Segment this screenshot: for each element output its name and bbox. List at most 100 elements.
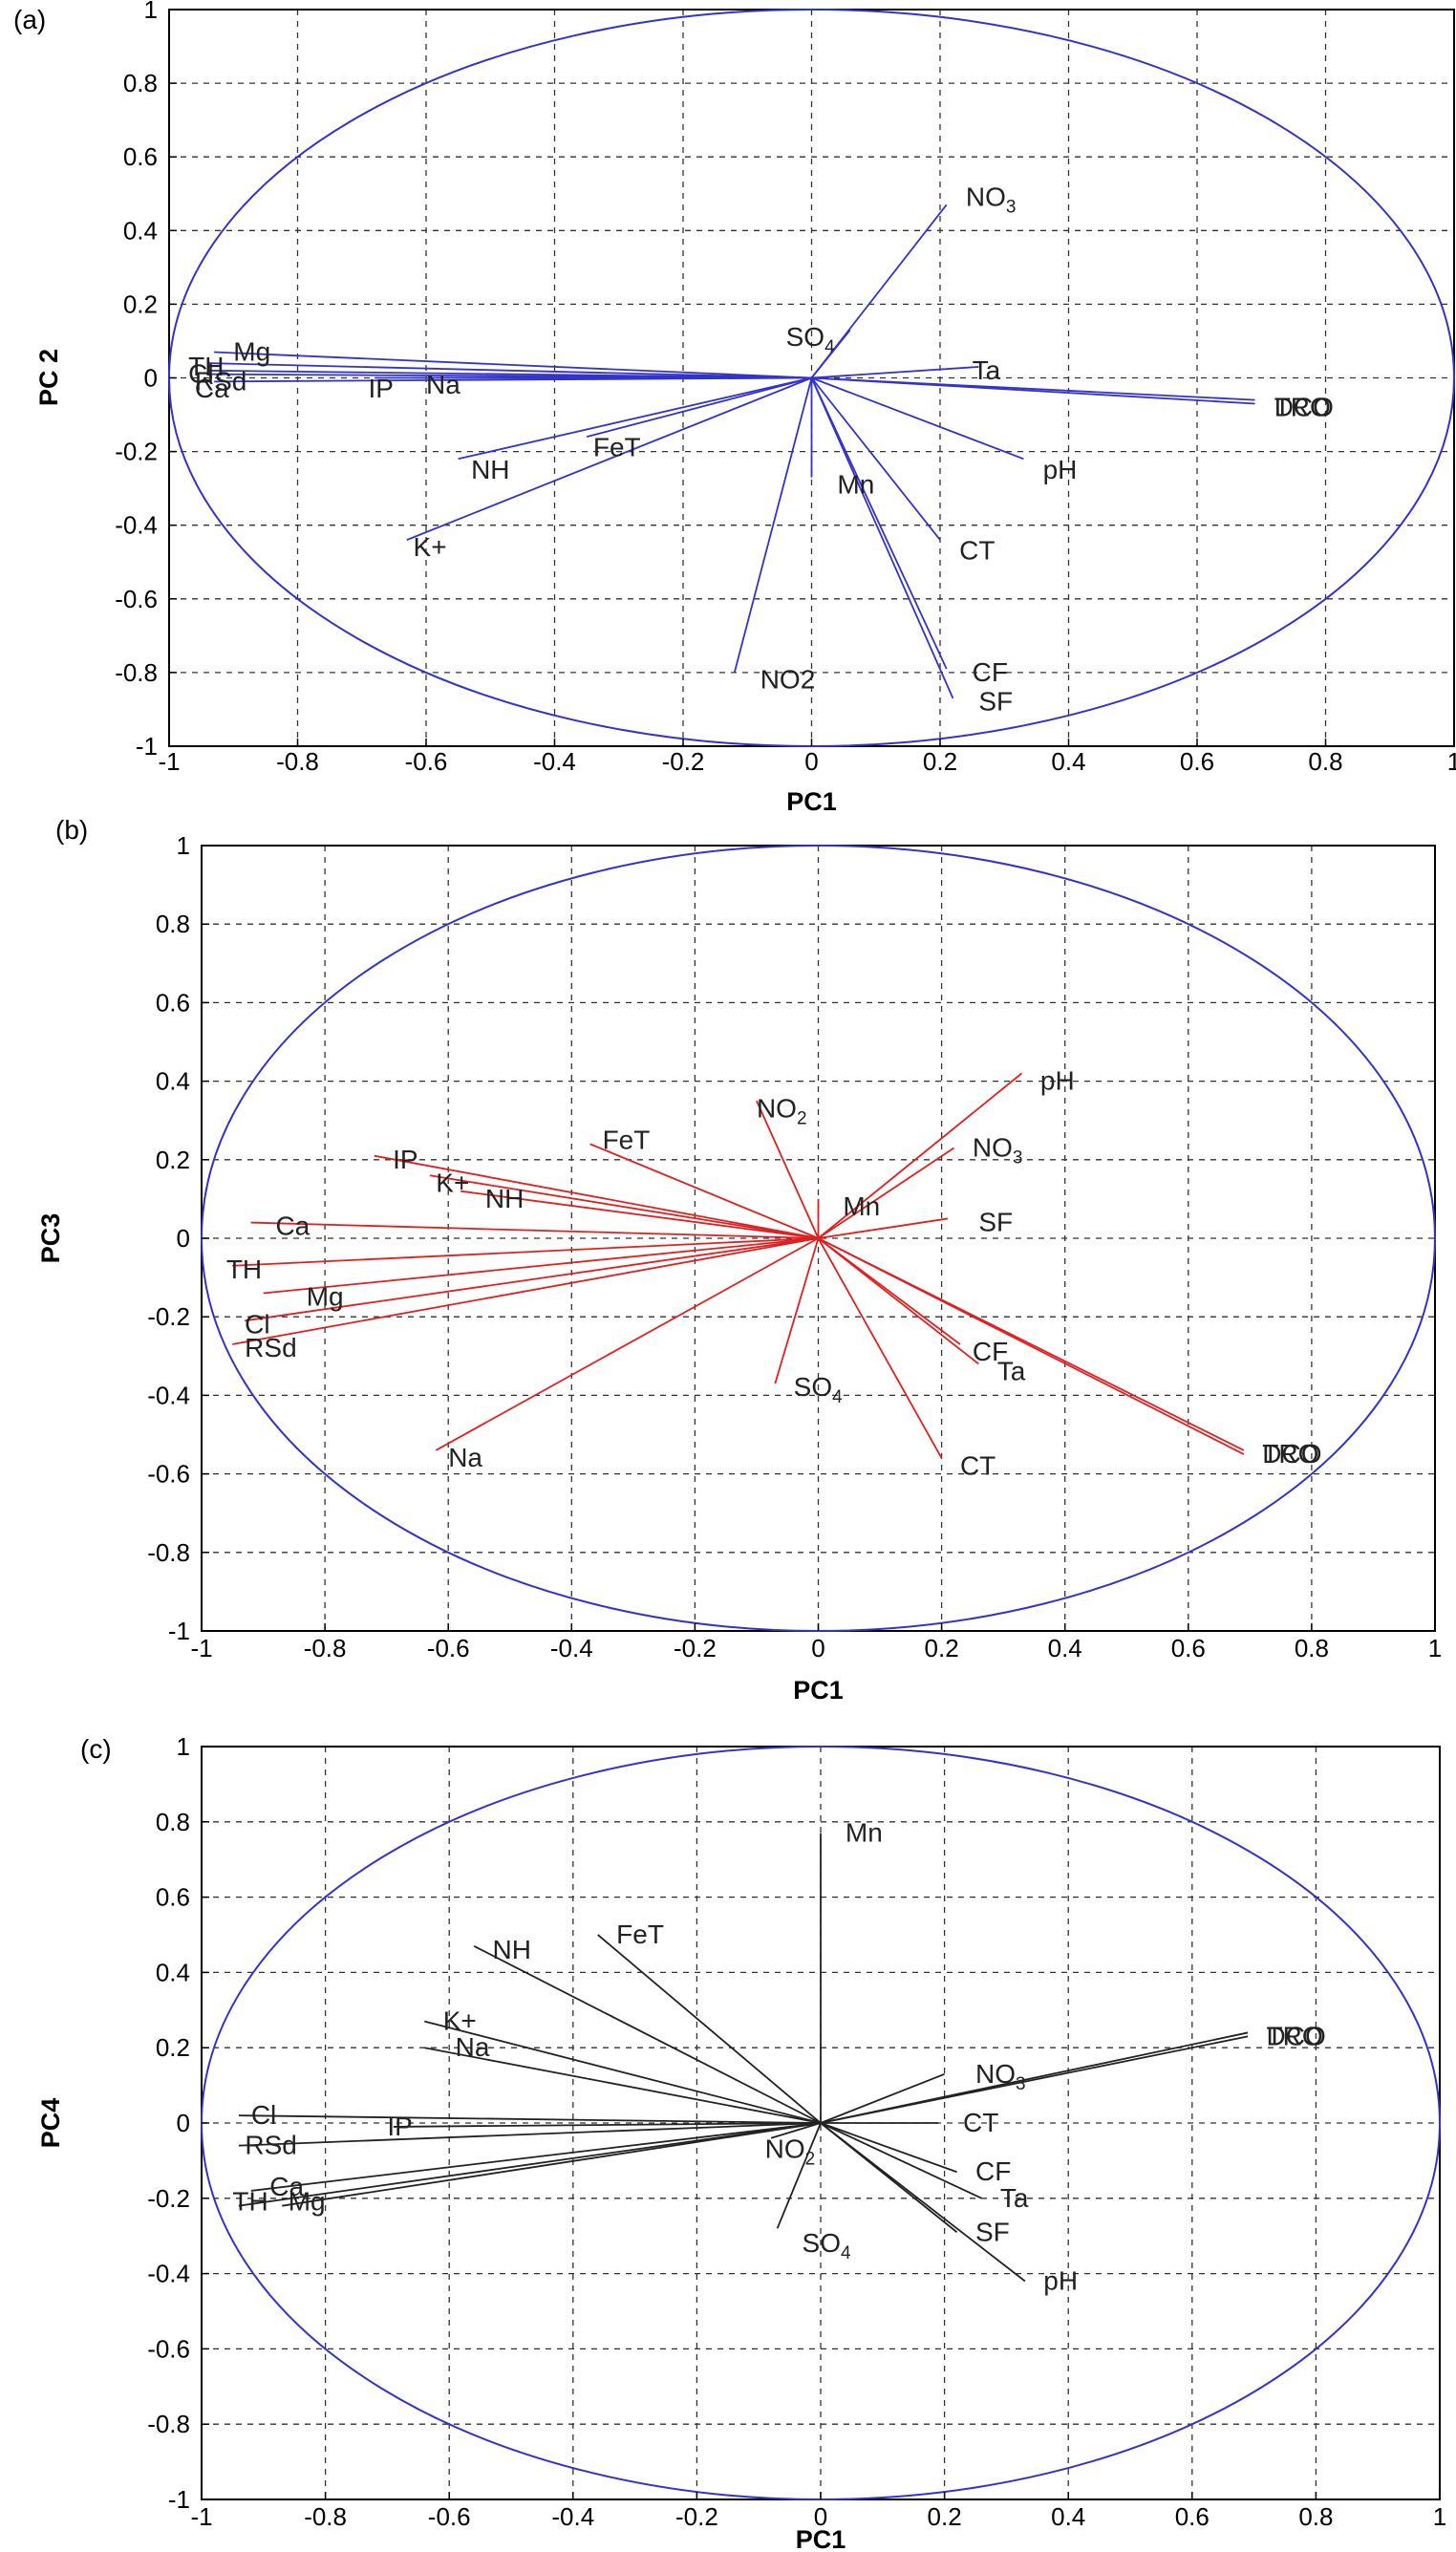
- loading-vector-nh: [473, 1945, 822, 2124]
- variable-label-ph: pH: [1040, 1066, 1075, 1096]
- variable-label-nh: NH: [485, 1184, 524, 1213]
- variable-label-fet: FeT: [593, 433, 641, 462]
- loading-vector-cl: [245, 1237, 819, 1322]
- x-tick-label: -0.4: [551, 2502, 594, 2531]
- loading-vector-nh: [458, 376, 812, 461]
- x-tick-label: 0.8: [1298, 2502, 1333, 2531]
- loading-vector-th: [232, 1237, 819, 1267]
- x-tick-label: 0: [814, 2502, 827, 2531]
- x-tick-label: -1: [158, 747, 180, 776]
- x-tick-label: 1: [1447, 747, 1456, 776]
- y-tick-label: -0.8: [147, 1538, 190, 1567]
- y-axis-title: PC 2: [34, 349, 63, 406]
- x-tick-label: 0.6: [1171, 1634, 1206, 1662]
- variable-label-rsd: RSd: [245, 2131, 296, 2160]
- y-tick-label: 0.4: [156, 1067, 190, 1096]
- y-tick-label: -0.4: [115, 511, 158, 540]
- y-tick-label: 0.8: [156, 910, 190, 938]
- x-tick-label: 0.6: [1180, 747, 1214, 776]
- variable-label-mn: Mn: [843, 1191, 880, 1221]
- x-tick-label: -0.4: [550, 1634, 593, 1662]
- loading-vector-ph: [817, 1072, 1023, 1239]
- loading-vector-ip: [374, 1154, 819, 1239]
- loading-vector-mg: [263, 1237, 819, 1295]
- variable-label-ip: IP: [393, 1145, 418, 1174]
- variable-label-cf: CF: [975, 2156, 1011, 2186]
- variable-label-mg: Mg: [307, 1282, 344, 1312]
- chart-panel-3: -1 -0.8 -0.6 -0.4 -0.2 0 0.2 0.4 0.6 0.8 1 1 0.8 0.6 0…: [36, 1732, 1446, 2552]
- variable-label-tro: TRO: [1262, 1439, 1318, 1469]
- panel-label: (b): [55, 815, 88, 845]
- variable-label-th: TH: [188, 352, 224, 381]
- variable-label-ta: Ta: [1000, 2183, 1029, 2213]
- y-tick-label: -0.4: [147, 2260, 190, 2288]
- variable-label-th: TH: [226, 1255, 262, 1284]
- x-tick-label: 0.8: [1308, 747, 1342, 776]
- loading-vector-cl: [238, 2114, 822, 2124]
- y-tick-label: 0.2: [156, 1146, 190, 1174]
- loading-vector-dco: [818, 1237, 1245, 1455]
- variable-label-ph: pH: [1043, 455, 1078, 484]
- loading-vector-fet: [589, 1143, 819, 1239]
- loading-vector-cf: [820, 2122, 957, 2174]
- x-tick-label: -0.8: [304, 1634, 347, 1662]
- x-tick-label: -0.8: [304, 2502, 347, 2531]
- loading-vector-ta: [811, 366, 979, 379]
- y-tick-label: -1: [168, 2485, 190, 2514]
- variable-label-na: Na: [426, 370, 460, 399]
- variable-label-mn: Mn: [837, 469, 874, 499]
- variable-label-sf: SF: [978, 687, 1013, 717]
- variable-label-nh: NH: [471, 455, 509, 484]
- x-tick-label: -0.4: [533, 747, 576, 776]
- variable-label-cf: CF: [973, 657, 1008, 687]
- y-tick-label: 1: [144, 0, 158, 24]
- y-tick-label: -0.6: [115, 585, 158, 613]
- variable-label-ct: CT: [960, 1450, 996, 1480]
- y-tick-label: -1: [136, 732, 158, 761]
- loading-vector-ip: [393, 2122, 822, 2128]
- variable-label-dco: DCO: [1267, 2021, 1326, 2050]
- loading-vector-dco: [820, 2035, 1249, 2124]
- loading-vector-ca: [250, 2122, 822, 2192]
- x-tick-label: 0: [804, 747, 818, 776]
- loading-vector-ph: [820, 2122, 1026, 2283]
- x-tick-label: 0.2: [923, 747, 957, 776]
- loading-vector-mg: [214, 351, 812, 379]
- variable-label-k: K+: [436, 1168, 469, 1197]
- y-tick-label: -0.8: [115, 658, 158, 687]
- loading-vector-sf: [818, 1217, 949, 1239]
- loading-vector-so4: [774, 1237, 820, 1384]
- variable-label-ca: Ca: [269, 2172, 304, 2201]
- panel-label: (c): [80, 1734, 112, 1764]
- loading-vector-ca: [250, 1221, 819, 1239]
- variable-label-cl: Cl: [188, 359, 213, 389]
- loading-vector-no2: [733, 377, 813, 674]
- loading-vector-th: [207, 362, 812, 379]
- loading-vector-cf: [810, 377, 948, 670]
- loading-vector-ta: [820, 2122, 982, 2199]
- y-tick-label: -0.2: [115, 438, 158, 466]
- y-tick-label: 0: [177, 1224, 190, 1253]
- variable-label-na: Na: [448, 1443, 482, 1472]
- variable-label-na: Na: [456, 2032, 490, 2062]
- variable-label-ip: IP: [387, 2112, 412, 2141]
- loading-vector-fet: [597, 1934, 822, 2124]
- variable-label-nh: NH: [493, 1935, 531, 1964]
- variable-label-ta: Ta: [973, 355, 1001, 385]
- y-tick-label: -0.2: [147, 2184, 190, 2213]
- loading-vector-k: [429, 1174, 819, 1239]
- variable-label-ta: Ta: [997, 1357, 1026, 1386]
- variable-label-fet: FeT: [603, 1125, 651, 1154]
- variable-label-th: TH: [232, 2187, 268, 2217]
- x-tick-label: -0.6: [428, 2502, 471, 2531]
- variable-label-mg: Mg: [233, 337, 270, 367]
- y-tick-label: 0.8: [156, 1808, 190, 1836]
- x-axis-title: PC1: [793, 1676, 844, 1705]
- variable-label-k: K+: [414, 532, 447, 562]
- y-tick-label: 1: [177, 1732, 190, 1761]
- y-tick-label: -0.6: [147, 2334, 190, 2363]
- variable-label-no3: NO3: [973, 1132, 1023, 1168]
- chart-panel-1: -1 -0.8 -0.6 -0.4 -0.2 0 0.2 0.4 0.6 0.8 1 1 0.8 0.6 0…: [13, 0, 1456, 816]
- loading-vector-so4: [776, 2122, 822, 2229]
- variable-label-so4: SO4: [803, 2228, 851, 2263]
